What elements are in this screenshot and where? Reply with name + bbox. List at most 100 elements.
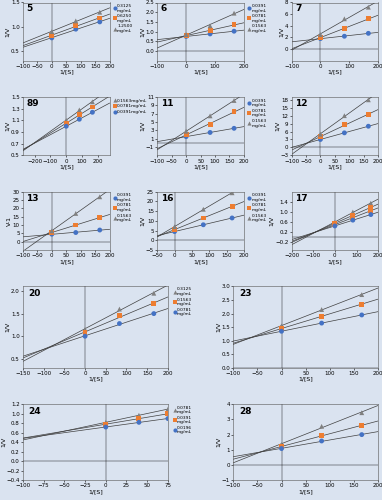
Point [73, 221, 79, 229]
Point [49, 230, 55, 238]
Point [49, 227, 55, 235]
X-axis label: 1/[S]: 1/[S] [193, 70, 208, 74]
Point [63, 120, 69, 128]
Point [229, 189, 235, 197]
X-axis label: 1/[S]: 1/[S] [327, 164, 342, 169]
Point [278, 322, 285, 330]
Point [207, 128, 213, 136]
Point [278, 442, 285, 450]
Point [359, 408, 365, 416]
Point [89, 103, 96, 111]
Point [82, 326, 88, 334]
Point [117, 312, 123, 320]
Point [183, 130, 189, 138]
Legend: 0.3125
mg/mL, 0.6250
mg/mL, 1.2500
mg/mL: 0.3125 mg/mL, 0.6250 mg/mL, 1.2500 mg/mL [113, 4, 133, 34]
Point [200, 214, 206, 222]
Point [319, 306, 325, 314]
Point [76, 110, 83, 118]
Y-axis label: V-1: V-1 [7, 216, 12, 226]
Point [342, 121, 348, 129]
Point [103, 420, 109, 428]
Point [359, 422, 365, 430]
Legend: 0.0781
mg/mL, 0.0391
mg/mL, 0.0196
mg/mL: 0.0781 mg/mL, 0.0391 mg/mL, 0.0196 mg/mL [173, 405, 192, 435]
Point [342, 112, 348, 120]
Point [172, 226, 178, 234]
Point [172, 228, 178, 235]
Y-axis label: 1/V: 1/V [216, 437, 221, 448]
Point [76, 116, 83, 124]
Point [368, 210, 374, 218]
Point [183, 30, 189, 38]
Point [136, 411, 142, 419]
Point [229, 214, 235, 222]
Point [200, 221, 206, 229]
Point [49, 28, 55, 36]
Point [97, 214, 103, 222]
Point [63, 116, 69, 124]
Point [82, 332, 88, 340]
Point [207, 30, 213, 38]
Text: 20: 20 [29, 289, 41, 298]
Legend: 0.0391
mg/mL, 0.0781
mg/mL, 0.1563
mg/mL: 0.0391 mg/mL, 0.0781 mg/mL, 0.1563 mg/mL [113, 193, 133, 222]
Text: 6: 6 [161, 4, 167, 13]
Text: 28: 28 [239, 406, 251, 416]
Point [368, 199, 374, 207]
Point [365, 30, 371, 38]
Point [365, 110, 371, 118]
Point [103, 418, 109, 426]
Point [231, 96, 237, 104]
Point [319, 422, 325, 430]
Legend: 0.1563mg/mL, 0.0781mg/mL, 0.0391mg/mL: 0.1563mg/mL, 0.0781mg/mL, 0.0391mg/mL [113, 98, 148, 114]
Point [207, 120, 213, 128]
Point [136, 418, 142, 426]
Text: 89: 89 [26, 99, 39, 108]
Legend: 0.3125
mg/mL, 0.1563
mg/mL, 0.0781
mg/mL: 0.3125 mg/mL, 0.1563 mg/mL, 0.0781 mg/mL [173, 287, 192, 317]
Point [151, 310, 157, 318]
Point [359, 311, 365, 319]
Point [97, 226, 103, 234]
Text: 23: 23 [239, 289, 251, 298]
Point [89, 108, 96, 116]
Y-axis label: 1/V: 1/V [140, 121, 145, 132]
Point [89, 98, 96, 106]
Y-axis label: 1/V: 1/V [5, 121, 10, 132]
Point [73, 25, 79, 33]
Text: 16: 16 [161, 194, 173, 202]
Point [151, 289, 157, 297]
X-axis label: 1/[S]: 1/[S] [193, 259, 208, 264]
Point [231, 124, 237, 132]
Y-axis label: 1/V: 1/V [269, 216, 274, 226]
Point [229, 202, 235, 210]
Point [319, 312, 325, 320]
Point [332, 222, 338, 230]
Point [73, 17, 79, 25]
Point [368, 207, 374, 215]
Point [73, 228, 79, 236]
Point [73, 210, 79, 218]
Point [151, 300, 157, 308]
Point [365, 3, 371, 11]
Point [231, 9, 237, 17]
Point [165, 414, 171, 422]
Y-axis label: 1/V: 1/V [279, 26, 284, 36]
Point [332, 220, 338, 228]
Point [73, 22, 79, 30]
X-axis label: 1/[S]: 1/[S] [193, 164, 208, 169]
Point [317, 30, 324, 38]
Point [350, 214, 356, 222]
Y-axis label: 1/V: 1/V [5, 26, 10, 36]
Point [350, 216, 356, 224]
Point [172, 222, 178, 230]
Point [332, 220, 338, 228]
X-axis label: 1/[S]: 1/[S] [327, 259, 342, 264]
Point [183, 132, 189, 140]
Point [82, 328, 88, 336]
Point [117, 320, 123, 328]
Text: 12: 12 [295, 99, 308, 108]
Y-axis label: 1/V: 1/V [140, 216, 145, 226]
Point [103, 423, 109, 431]
Point [317, 133, 324, 141]
Point [317, 130, 324, 138]
Point [97, 8, 103, 16]
Point [317, 136, 324, 143]
